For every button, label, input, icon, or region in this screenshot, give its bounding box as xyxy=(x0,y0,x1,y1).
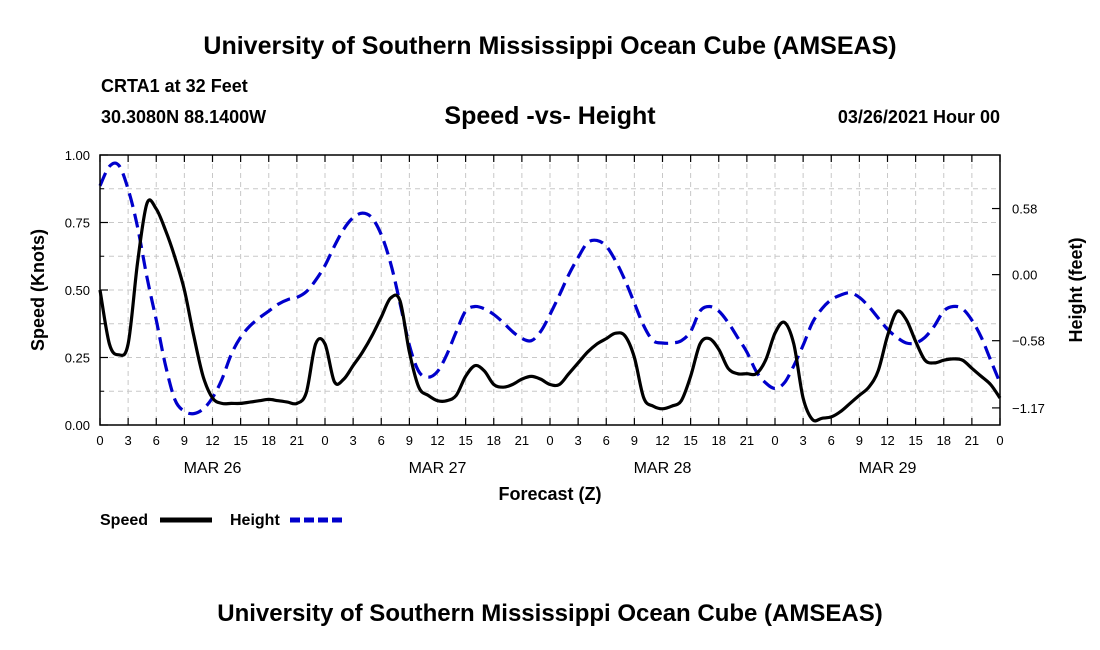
x-date-label: MAR 28 xyxy=(634,460,692,477)
x-tick-label: 18 xyxy=(937,433,951,448)
x-date-label: MAR 29 xyxy=(859,460,917,477)
y-left-tick-label: 0.25 xyxy=(65,351,90,366)
x-tick-label: 18 xyxy=(262,433,276,448)
x-tick-label: 21 xyxy=(515,433,529,448)
x-tick-label: 12 xyxy=(430,433,444,448)
speed-series-line xyxy=(98,198,1002,423)
x-tick-label: 15 xyxy=(458,433,472,448)
x-tick-label: 6 xyxy=(603,433,610,448)
datetime-label: 03/26/2021 Hour 00 xyxy=(837,107,1000,127)
x-tick-label: 3 xyxy=(575,433,582,448)
x-tick-label: 9 xyxy=(406,433,413,448)
x-tick-label: 18 xyxy=(487,433,501,448)
station-label: CRTA1 at 32 Feet xyxy=(101,76,248,96)
legend: Speed Height xyxy=(100,512,342,529)
y-right-tick-label: 0.58 xyxy=(1012,202,1037,217)
x-tick-label: 15 xyxy=(908,433,922,448)
y-left-tick-label: 0.75 xyxy=(65,216,90,231)
legend-speed-label: Speed xyxy=(100,512,148,529)
y-left-tick-label: 1.00 xyxy=(65,148,90,163)
x-tick-label: 3 xyxy=(800,433,807,448)
x-tick-label: 0 xyxy=(321,433,328,448)
x-tick-label: 0 xyxy=(771,433,778,448)
bottom-title: University of Southern Mississippi Ocean… xyxy=(217,600,883,627)
x-tick-label: 0 xyxy=(96,433,103,448)
x-tick-label: 0 xyxy=(546,433,553,448)
x-tick-label: 12 xyxy=(880,433,894,448)
y-right-tick-label: −1.17 xyxy=(1012,401,1045,416)
x-tick-label: 15 xyxy=(233,433,247,448)
x-date-label: MAR 26 xyxy=(184,460,242,477)
x-tick-label: 3 xyxy=(350,433,357,448)
axis-ticks xyxy=(99,154,1001,426)
x-tick-label: 9 xyxy=(856,433,863,448)
series-lines xyxy=(98,161,1002,423)
location-label: 30.3080N 88.1400W xyxy=(101,107,267,127)
x-tick-label: 12 xyxy=(655,433,669,448)
x-tick-label: 15 xyxy=(683,433,697,448)
x-tick-label: 9 xyxy=(181,433,188,448)
x-date-label: MAR 27 xyxy=(409,460,467,477)
chart-title: Speed -vs- Height xyxy=(444,102,656,130)
y-right-tick-label: 0.00 xyxy=(1012,268,1037,283)
x-tick-label: 3 xyxy=(125,433,132,448)
top-title: University of Southern Mississippi Ocean… xyxy=(203,32,897,60)
y-left-tick-label: 0.50 xyxy=(65,283,90,298)
x-tick-label: 21 xyxy=(965,433,979,448)
x-tick-label: 6 xyxy=(378,433,385,448)
x-tick-label: 21 xyxy=(290,433,304,448)
x-tick-label: 6 xyxy=(153,433,160,448)
y-left-tick-label: 0.00 xyxy=(65,418,90,433)
y-axis-right-label: Height (feet) xyxy=(1066,238,1086,343)
x-tick-label: 12 xyxy=(205,433,219,448)
x-tick-label: 18 xyxy=(712,433,726,448)
height-series-line xyxy=(98,161,1002,416)
y-axis-left-label: Speed (Knots) xyxy=(28,229,48,351)
legend-height-label: Height xyxy=(230,512,280,529)
x-tick-label: 0 xyxy=(996,433,1003,448)
grid xyxy=(100,155,1000,425)
axis-tick-labels: 0 3 6 9 12 15 18 21 0 3 6 9 12 15 18 21 0 3 6 9 12 15 18 21 0 3 6 9… xyxy=(65,148,1045,477)
x-tick-label: 9 xyxy=(631,433,638,448)
x-tick-label: 21 xyxy=(740,433,754,448)
x-tick-label: 6 xyxy=(828,433,835,448)
x-axis-label: Forecast (Z) xyxy=(498,484,601,504)
y-right-tick-label: −0.58 xyxy=(1012,334,1045,349)
